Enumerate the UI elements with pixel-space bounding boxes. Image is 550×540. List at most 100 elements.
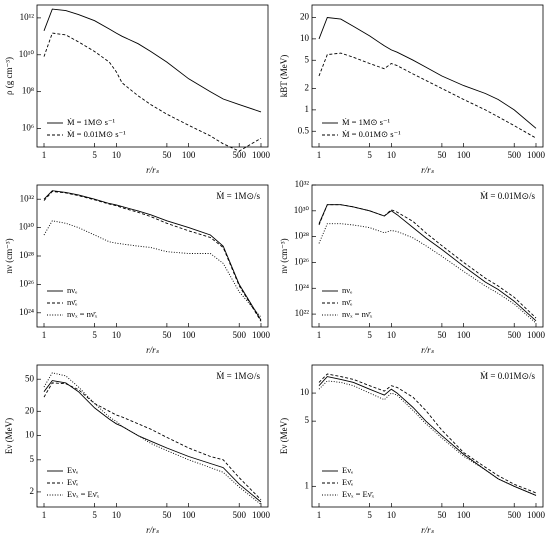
- series-line: [43, 220, 262, 318]
- x-tick-label: 5: [367, 510, 372, 520]
- x-tick-label: 100: [182, 510, 196, 520]
- legend-label: Eνₑ: [67, 465, 79, 475]
- series-line: [318, 52, 537, 139]
- y-tick-label: 50: [25, 373, 35, 383]
- legend-label: Eνₓ = Eν̄ₓ: [342, 489, 375, 499]
- legend-label: nν̄ₑ: [67, 297, 78, 307]
- y-tick-label: 10²⁸: [294, 231, 309, 241]
- series-line: [43, 372, 262, 505]
- x-tick-label: 10: [112, 330, 122, 340]
- x-tick-label: 500: [507, 150, 521, 160]
- y-tick-label: 10¹⁰: [19, 49, 35, 59]
- x-axis-label: r/rₛ: [146, 525, 160, 535]
- x-tick-label: 1: [317, 510, 322, 520]
- plot-frame: [311, 4, 544, 148]
- x-tick-label: 500: [507, 510, 521, 520]
- legend-label: Ṁ = 0.01M⊙ s⁻¹: [342, 129, 401, 139]
- series-line: [43, 190, 262, 321]
- x-tick-label: 500: [232, 330, 246, 340]
- x-tick-label: 1: [42, 510, 47, 520]
- y-tick-label: 10: [25, 430, 35, 440]
- y-tick-label: 2: [30, 486, 35, 496]
- x-tick-label: 1000: [527, 150, 546, 160]
- x-tick-label: 1000: [527, 330, 546, 340]
- x-tick-label: 50: [437, 330, 447, 340]
- y-tick-label: 10³⁰: [294, 205, 310, 215]
- x-tick-label: 1: [42, 150, 47, 160]
- legend-label: Eνₓ = Eν̄ₓ: [67, 489, 100, 499]
- x-tick-label: 100: [457, 510, 471, 520]
- x-tick-label: 10: [387, 330, 397, 340]
- x-tick-label: 10: [112, 510, 122, 520]
- y-axis-label: nν (cm⁻³): [4, 238, 14, 273]
- series-line: [318, 376, 537, 496]
- y-tick-label: 10³²: [20, 193, 35, 203]
- legend-label: Ṁ = 1M⊙ s⁻¹: [67, 117, 115, 127]
- annotation: Ṁ = 0.01M⊙/s: [480, 371, 535, 381]
- series-line: [43, 382, 262, 501]
- y-tick-label: 10²⁴: [294, 282, 309, 292]
- x-tick-label: 5: [92, 150, 97, 160]
- x-axis-label: r/rₛ: [421, 165, 435, 175]
- x-tick-label: 10: [387, 510, 397, 520]
- y-axis-label: Eν (MeV): [4, 418, 14, 454]
- x-tick-label: 100: [182, 330, 196, 340]
- x-tick-label: 1000: [252, 510, 271, 520]
- y-axis-label: kBT (MeV): [279, 55, 289, 98]
- x-tick-label: 500: [232, 150, 246, 160]
- x-tick-label: 5: [92, 510, 97, 520]
- x-tick-label: 50: [162, 150, 172, 160]
- y-tick-label: 1: [305, 104, 310, 114]
- legend-label: Eν̄ₑ: [342, 477, 354, 487]
- y-tick-label: 20: [300, 12, 310, 22]
- legend-label: nνₑ: [67, 285, 78, 295]
- series-line: [43, 8, 262, 113]
- x-tick-label: 50: [437, 510, 447, 520]
- y-tick-label: 2: [305, 83, 310, 93]
- x-tick-label: 1: [42, 330, 47, 340]
- y-tick-label: 10¹²: [20, 12, 35, 22]
- series-line: [43, 191, 262, 322]
- x-tick-label: 50: [437, 150, 447, 160]
- y-tick-label: 5: [305, 54, 310, 64]
- y-axis-label: ρ (g cm⁻³): [4, 57, 14, 95]
- x-axis-label: r/rₛ: [421, 525, 435, 535]
- x-axis-label: r/rₛ: [146, 165, 160, 175]
- x-tick-label: 10: [112, 150, 122, 160]
- plot-frame: [36, 4, 269, 148]
- legend-label: nνₓ = nν̄ₓ: [342, 309, 373, 319]
- plot-frame: [36, 364, 269, 508]
- legend-label: Ṁ = 0.01M⊙ s⁻¹: [67, 129, 126, 139]
- x-tick-label: 5: [367, 330, 372, 340]
- legend-label: nνₓ = nν̄ₓ: [67, 309, 98, 319]
- y-axis-label: nν (cm⁻³): [279, 238, 289, 273]
- x-tick-label: 5: [367, 150, 372, 160]
- y-tick-label: 0.5: [298, 125, 310, 135]
- y-tick-label: 10⁶: [22, 123, 34, 133]
- annotation: Ṁ = 1M⊙/s: [216, 371, 260, 381]
- y-tick-label: 10²⁶: [294, 257, 309, 267]
- legend-label: Eν̄ₑ: [67, 477, 79, 487]
- x-tick-label: 10: [387, 150, 397, 160]
- x-tick-label: 100: [182, 150, 196, 160]
- y-tick-label: 5: [30, 454, 35, 464]
- series-line: [318, 380, 537, 496]
- x-tick-label: 1: [317, 330, 322, 340]
- annotation: Ṁ = 1M⊙/s: [216, 191, 260, 201]
- series-line: [318, 223, 537, 324]
- x-tick-label: 1000: [252, 150, 271, 160]
- y-tick-label: 5: [305, 415, 310, 425]
- y-axis-label: Eν (MeV): [279, 418, 289, 454]
- x-tick-label: 100: [457, 150, 471, 160]
- annotation: Ṁ = 0.01M⊙/s: [480, 191, 535, 201]
- y-tick-label: 20: [25, 405, 35, 415]
- y-tick-label: 1: [305, 480, 310, 490]
- x-tick-label: 1000: [527, 510, 546, 520]
- y-tick-label: 10²⁸: [19, 250, 34, 260]
- x-axis-label: r/rₛ: [146, 345, 160, 355]
- legend-label: Eνₑ: [342, 465, 354, 475]
- y-tick-label: 10: [300, 33, 310, 43]
- legend-label: nνₑ: [342, 285, 353, 295]
- x-axis-label: r/rₛ: [421, 345, 435, 355]
